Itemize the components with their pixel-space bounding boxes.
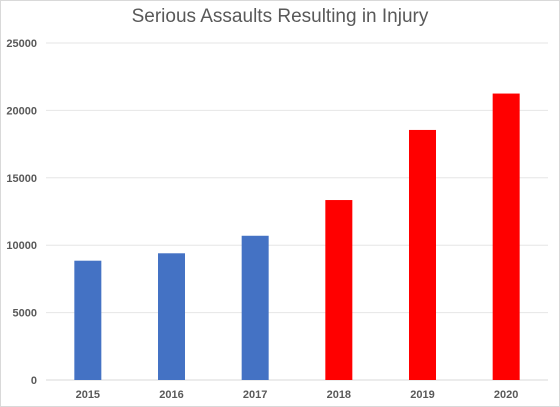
x-tick-label: 2020: [494, 389, 518, 401]
y-tick-label: 0: [31, 375, 37, 387]
gridlines: [46, 42, 548, 381]
x-tick-label: 2015: [76, 389, 100, 401]
bars: [74, 93, 520, 381]
bar-2015: [74, 260, 102, 380]
y-axis-ticks: 0 5000 10000 15000 20000 25000: [6, 38, 37, 387]
y-tick-label: 15000: [6, 173, 37, 185]
y-tick-label: 10000: [6, 240, 37, 252]
x-tick-label: 2017: [243, 389, 267, 401]
y-tick-label: 5000: [13, 308, 37, 320]
y-tick-label: 20000: [6, 105, 37, 117]
y-tick-label: 25000: [6, 38, 37, 50]
bar-2018: [325, 200, 353, 380]
x-axis-ticks: 2015 2016 2017 2018 2019 2020: [76, 389, 519, 401]
chart-title: Serious Assaults Resulting in Injury: [131, 6, 429, 27]
bar-2019: [409, 129, 436, 380]
x-tick-label: 2019: [410, 389, 434, 401]
x-tick-label: 2016: [159, 389, 183, 401]
bar-2017: [241, 235, 269, 380]
x-tick-label: 2018: [327, 389, 351, 401]
bar-2016: [158, 253, 185, 380]
bar-2020: [492, 93, 520, 381]
